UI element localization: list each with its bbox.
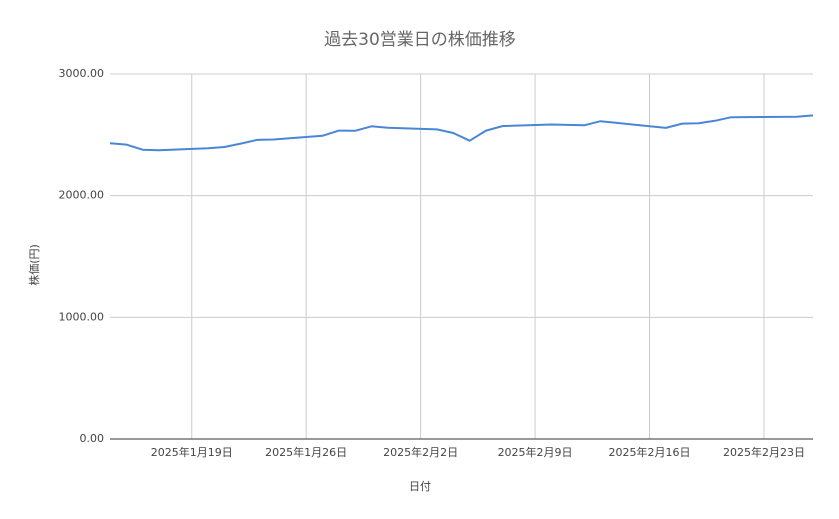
y-tick-label: 1000.00 <box>59 310 105 323</box>
x-axis-label: 日付 <box>409 480 431 493</box>
x-tick-label: 2025年2月23日 <box>723 445 805 459</box>
x-tick-label: 2025年1月26日 <box>265 445 347 459</box>
x-tick-label: 2025年2月2日 <box>383 445 458 459</box>
x-tick-label: 2025年2月16日 <box>609 445 691 459</box>
x-tick-label: 2025年1月19日 <box>151 445 233 459</box>
y-tick-label: 3000.00 <box>59 67 105 80</box>
price-line <box>109 114 814 152</box>
y-axis-label: 株価(円) <box>27 244 41 286</box>
y-tick-label: 0.00 <box>80 432 105 445</box>
chart-title: 過去30営業日の株価推移 <box>324 30 516 50</box>
x-tick-label: 2025年2月9日 <box>498 445 573 459</box>
y-tick-label: 2000.00 <box>59 189 105 202</box>
